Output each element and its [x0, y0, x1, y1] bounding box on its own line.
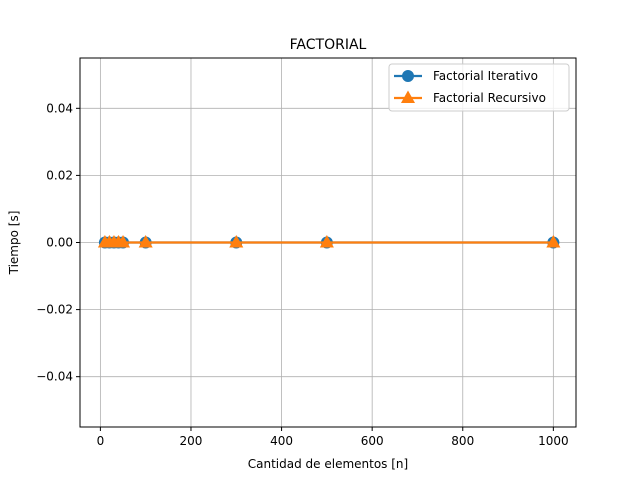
data-point [546, 234, 561, 248]
legend-label: Factorial Recursivo [433, 91, 546, 105]
legend-box [388, 63, 570, 112]
x-tick-label: 1000 [538, 434, 569, 448]
data-point [138, 234, 153, 248]
y-axis-label: Tiempo [s] [7, 211, 21, 276]
legend-label: Factorial Iterativo [433, 69, 538, 83]
data-point [229, 234, 244, 248]
x-tick-label: 400 [270, 434, 293, 448]
legend-marker [402, 70, 414, 82]
legend-marker [400, 90, 416, 104]
y-tick-label: −0.04 [36, 370, 73, 384]
x-axis: 0 200 400 600 800 1000 [97, 427, 569, 448]
x-axis-label: Cantidad de elementos [n] [248, 457, 408, 471]
legend: Factorial Iterativo Factorial Recursivo [388, 63, 570, 112]
y-tick-label: 0.02 [46, 168, 73, 182]
series-2 [97, 234, 561, 248]
x-tick-label: 0 [97, 434, 105, 448]
data-point [116, 234, 131, 248]
y-tick-label: 0.00 [46, 236, 73, 250]
series-layer [97, 234, 561, 249]
chart-title: FACTORIAL [290, 37, 367, 53]
legend-item: Factorial Iterativo [394, 69, 538, 83]
data-point [319, 234, 334, 248]
y-axis: −0.04 −0.02 0.00 0.02 0.04 [36, 101, 80, 384]
x-tick-label: 800 [451, 434, 474, 448]
y-tick-label: −0.02 [36, 303, 73, 317]
legend-item: Factorial Recursivo [394, 90, 546, 105]
x-tick-label: 200 [180, 434, 203, 448]
y-tick-label: 0.04 [46, 101, 73, 115]
x-tick-label: 600 [361, 434, 384, 448]
